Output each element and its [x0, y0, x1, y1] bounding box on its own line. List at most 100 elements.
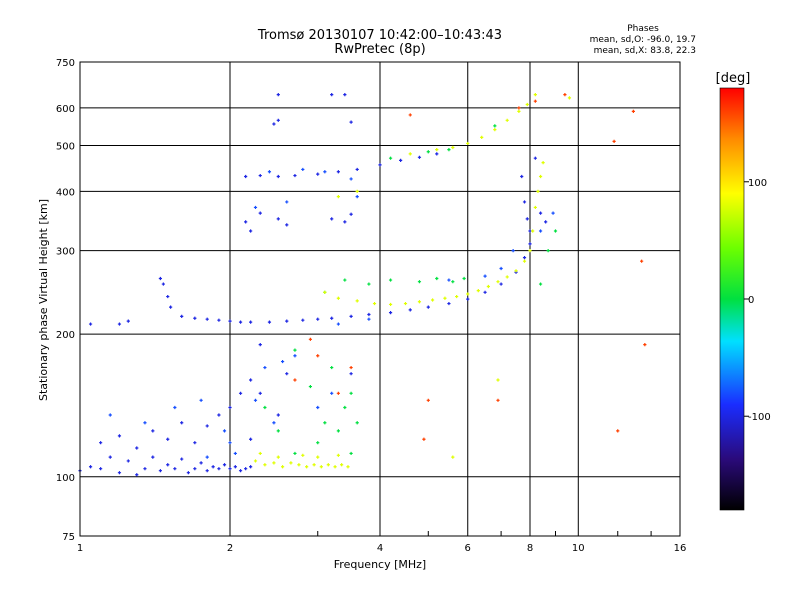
y-tick-label: 300	[56, 247, 75, 258]
data-point	[567, 96, 572, 100]
data-point	[372, 301, 377, 306]
data-point	[455, 294, 459, 299]
data-point	[349, 391, 353, 395]
data-point	[522, 200, 527, 204]
data-point	[408, 308, 412, 312]
data-point	[533, 99, 537, 103]
chart-subtitle: RwPretec (8p)	[334, 42, 425, 57]
data-point	[340, 463, 344, 467]
y-tick-label: 200	[56, 330, 75, 341]
data-point	[244, 174, 248, 179]
data-point	[253, 398, 258, 402]
data-point	[349, 177, 353, 181]
data-point	[301, 167, 305, 172]
data-point	[417, 155, 422, 159]
data-point	[349, 451, 353, 456]
y-tick-label: 100	[56, 473, 75, 484]
data-point	[222, 463, 227, 467]
data-point	[643, 343, 647, 347]
data-point	[451, 280, 455, 284]
data-point	[493, 124, 497, 128]
data-point	[301, 318, 305, 322]
data-point	[166, 294, 170, 299]
data-point	[517, 109, 521, 113]
data-point	[430, 298, 435, 302]
data-point	[276, 174, 280, 179]
data-point	[499, 266, 503, 271]
colorbar-tick-label: 100	[748, 178, 767, 189]
data-point	[496, 398, 500, 402]
data-point	[233, 465, 237, 469]
colorbar-ticks: 100 0 -100	[744, 178, 771, 423]
data-point	[333, 465, 337, 469]
data-point	[528, 249, 532, 253]
data-point	[158, 276, 163, 281]
data-point	[249, 229, 253, 233]
data-point	[367, 312, 371, 317]
data-point	[272, 421, 276, 425]
x-tick-label: 10	[572, 543, 585, 554]
data-point	[367, 317, 371, 321]
data-point	[447, 301, 451, 306]
data-point	[388, 278, 393, 282]
plot-frame	[79, 61, 681, 537]
data-point	[399, 158, 403, 163]
x-axis-label: Frequency [MHz]	[334, 558, 426, 571]
data-point	[285, 319, 289, 323]
data-point	[285, 200, 289, 204]
data-point	[323, 421, 327, 425]
data-point	[541, 161, 545, 165]
data-point	[612, 139, 616, 143]
axis-ticks: 1 2 4 6 8 10 16 75 100 200 300 400 500 600 750	[56, 58, 686, 554]
data-point	[343, 405, 347, 410]
data-point	[319, 465, 323, 469]
data-point	[367, 282, 371, 286]
data-point	[205, 424, 209, 428]
data-point	[343, 93, 347, 97]
data-point	[258, 173, 262, 178]
data-point	[505, 275, 509, 279]
data-point	[258, 211, 262, 215]
stats-line-x: mean, sd,X: 83.8, 22.3	[594, 46, 696, 56]
data-point	[249, 378, 253, 382]
data-point	[308, 384, 313, 389]
data-point	[408, 113, 412, 117]
data-point	[99, 467, 103, 471]
data-point	[640, 259, 644, 263]
data-point	[258, 343, 262, 347]
colorbar-unit-label: [deg]	[716, 71, 751, 86]
data-point	[551, 211, 555, 215]
data-point	[199, 398, 203, 402]
data-point	[276, 455, 280, 459]
data-point	[108, 455, 112, 459]
data-point	[426, 150, 430, 154]
data-point	[293, 451, 297, 456]
data-point	[238, 469, 243, 473]
data-point	[417, 300, 422, 304]
data-point	[316, 405, 320, 410]
data-point	[330, 217, 334, 221]
data-point	[336, 322, 340, 326]
data-point	[228, 467, 232, 471]
data-point	[238, 320, 243, 324]
data-point	[517, 106, 521, 110]
data-point	[355, 299, 359, 303]
data-point	[531, 229, 535, 233]
data-point	[285, 223, 289, 227]
data-point	[293, 378, 297, 382]
data-point	[193, 316, 197, 320]
data-point	[349, 365, 353, 370]
data-point	[263, 365, 267, 370]
data-point	[193, 467, 197, 471]
data-point	[293, 348, 297, 352]
data-point	[305, 465, 309, 469]
data-point	[330, 365, 334, 370]
data-point	[272, 122, 276, 126]
data-point	[258, 391, 262, 395]
data-point	[528, 242, 532, 246]
data-point	[496, 280, 500, 284]
data-point	[355, 195, 359, 199]
stats-line-o: mean, sd,O: -96.0, 19.7	[590, 35, 696, 45]
data-point	[316, 354, 320, 358]
data-point	[466, 292, 470, 296]
